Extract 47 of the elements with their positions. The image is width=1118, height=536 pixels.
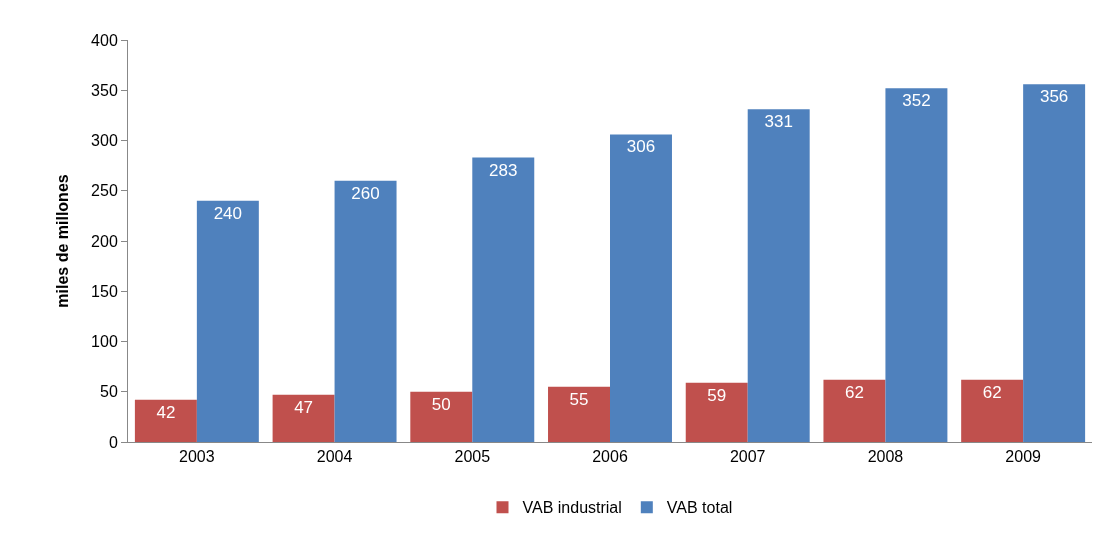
x-tick-label: 2008 — [867, 448, 904, 466]
y-tick-label: 150 — [91, 282, 118, 300]
x-tick-label: 2003 — [179, 448, 215, 466]
x-tick-label: 2009 — [1005, 448, 1042, 466]
data-label: 55 — [569, 389, 589, 409]
data-label: 50 — [431, 394, 451, 414]
bar — [472, 157, 535, 442]
bar — [134, 399, 197, 442]
data-label: 62 — [844, 382, 864, 402]
bar — [1023, 84, 1086, 442]
data-label: 62 — [982, 382, 1002, 402]
data-label: 356 — [1039, 87, 1069, 107]
bar — [885, 88, 948, 442]
bar — [272, 394, 335, 442]
bar — [334, 180, 397, 442]
x-tick-label: 2005 — [454, 448, 491, 466]
bar — [747, 109, 810, 442]
y-axis-title: miles de millones — [54, 174, 71, 308]
bar — [548, 386, 610, 442]
x-tick-label: 2006 — [592, 448, 628, 466]
x-tick-label: 2004 — [316, 448, 353, 466]
y-tick-label: 200 — [91, 232, 118, 250]
y-tick-label: 400 — [91, 31, 118, 49]
data-label: 260 — [351, 183, 380, 203]
data-label: 59 — [707, 385, 727, 405]
bar — [410, 391, 473, 442]
data-label: 306 — [626, 137, 656, 157]
legend-label: VAB total — [666, 499, 733, 517]
y-tick-label: 350 — [91, 81, 118, 99]
data-label: 352 — [902, 91, 931, 111]
data-label: 47 — [294, 397, 314, 417]
bar — [196, 200, 259, 442]
bar — [823, 379, 886, 442]
y-tick-label: 0 — [108, 433, 118, 451]
data-label: 283 — [489, 160, 518, 180]
bar — [610, 134, 672, 442]
x-tick-label: 2007 — [729, 448, 766, 466]
y-tick-label: 300 — [91, 132, 118, 150]
y-tick-label: 50 — [100, 383, 118, 401]
data-label: 42 — [156, 402, 176, 422]
y-tick-label: 100 — [91, 333, 118, 351]
data-label: 240 — [213, 203, 243, 223]
y-tick-label: 250 — [91, 182, 118, 200]
bar — [685, 382, 748, 442]
bar — [961, 379, 1024, 442]
legend-label: VAB industrial — [522, 499, 622, 517]
data-label: 331 — [764, 112, 793, 132]
